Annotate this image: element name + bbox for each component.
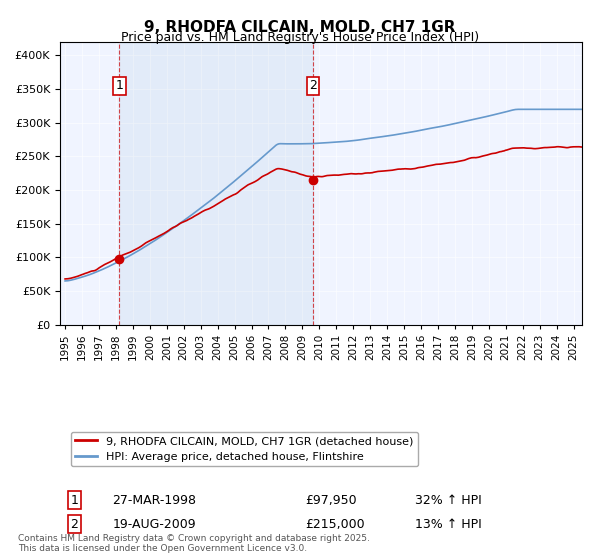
Text: Price paid vs. HM Land Registry's House Price Index (HPI): Price paid vs. HM Land Registry's House …	[121, 31, 479, 44]
Text: 1: 1	[70, 493, 79, 507]
Text: 2: 2	[309, 80, 317, 92]
Text: £97,950: £97,950	[305, 493, 357, 507]
Text: £215,000: £215,000	[305, 517, 365, 531]
Text: 32% ↑ HPI: 32% ↑ HPI	[415, 493, 482, 507]
Legend: 9, RHODFA CILCAIN, MOLD, CH7 1GR (detached house), HPI: Average price, detached : 9, RHODFA CILCAIN, MOLD, CH7 1GR (detach…	[71, 432, 418, 466]
Text: 9, RHODFA CILCAIN, MOLD, CH7 1GR: 9, RHODFA CILCAIN, MOLD, CH7 1GR	[144, 20, 456, 35]
Text: Contains HM Land Registry data © Crown copyright and database right 2025.
This d: Contains HM Land Registry data © Crown c…	[18, 534, 370, 553]
Text: 27-MAR-1998: 27-MAR-1998	[112, 493, 196, 507]
Text: 2: 2	[70, 517, 79, 531]
Bar	[119, 42, 313, 325]
Text: 1: 1	[116, 80, 124, 92]
Text: 13% ↑ HPI: 13% ↑ HPI	[415, 517, 482, 531]
Text: 19-AUG-2009: 19-AUG-2009	[112, 517, 196, 531]
